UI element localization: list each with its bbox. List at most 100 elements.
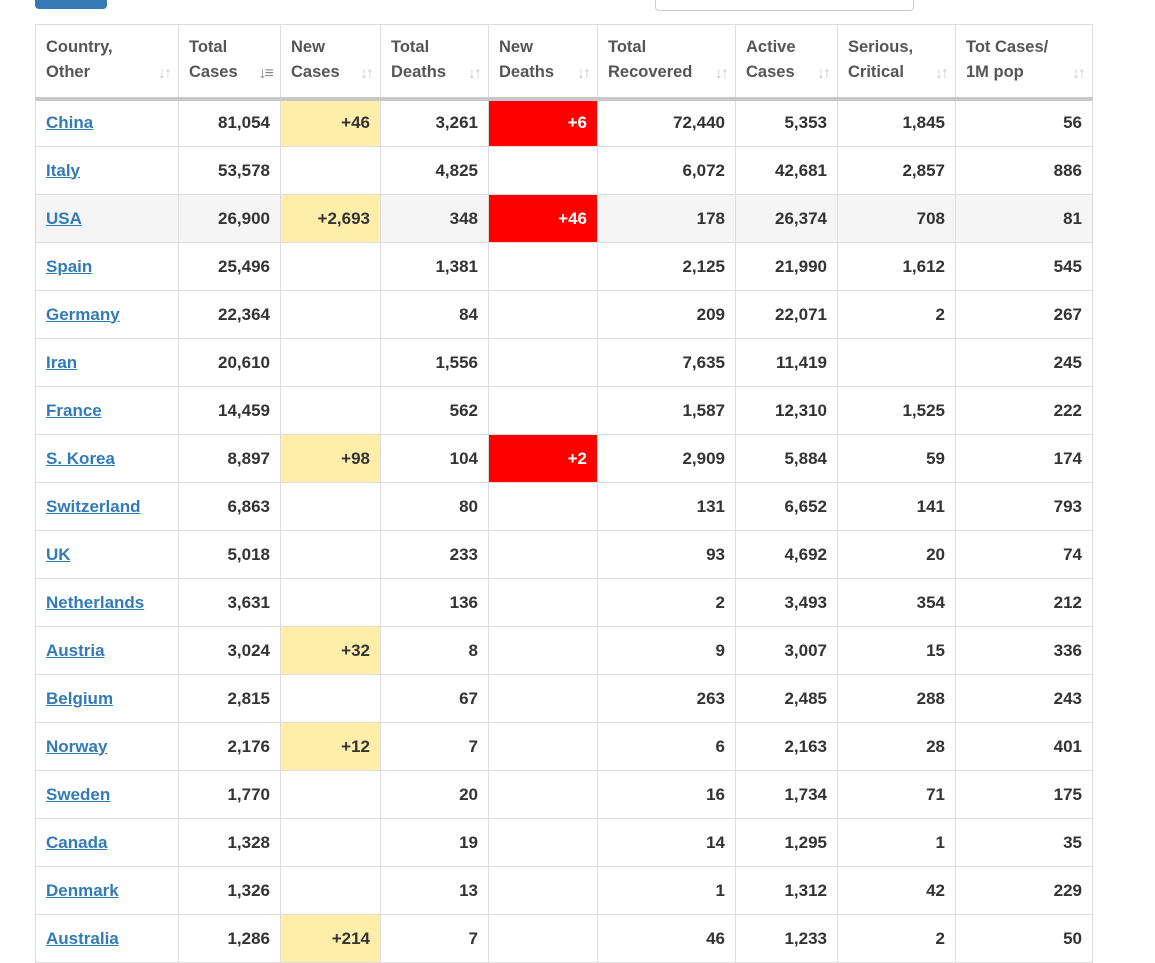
country-link[interactable]: Italy: [46, 160, 81, 180]
column-header-country-other[interactable]: Country, Other ↓↑: [35, 24, 179, 101]
country-link[interactable]: Spain: [46, 256, 93, 276]
column-header-total-deaths[interactable]: Total Deaths ↓↑: [380, 24, 489, 101]
total-recovered-cell: 9: [597, 626, 736, 675]
country-link[interactable]: Germany: [46, 304, 120, 324]
active-cases-cell: 22,071: [735, 290, 838, 339]
active-cases-cell: 1,734: [735, 770, 838, 819]
new-deaths-cell: [488, 146, 598, 195]
total-recovered-cell: 2,909: [597, 434, 736, 483]
column-header-total-cases[interactable]: Total Cases ↓≡: [178, 24, 281, 101]
country-link[interactable]: S. Korea: [46, 448, 115, 468]
per-million-cell: 336: [955, 626, 1093, 675]
total-cases-cell: 20,610: [178, 338, 281, 387]
sort-arrows-icon[interactable]: ↓↑: [360, 65, 374, 82]
serious-critical-cell: 1: [837, 818, 956, 867]
total-cases-cell: 26,900: [178, 194, 281, 243]
sort-arrows-icon[interactable]: ↓↑: [817, 65, 831, 82]
new-cases-cell: +32: [280, 626, 381, 675]
table-row: France 14,459 562 1,587 12,310 1,525 222: [35, 386, 1093, 435]
country-link[interactable]: Belgium: [46, 688, 114, 708]
column-header-active-cases[interactable]: Active Cases ↓↑: [735, 24, 838, 101]
column-header-line2: 1M pop: [966, 63, 1024, 81]
table-row: Germany 22,364 84 209 22,071 2 267: [35, 290, 1093, 339]
table-row: Australia 1,286 +214 7 46 1,233 2 50: [35, 914, 1093, 963]
new-cases-cell: [280, 578, 381, 627]
country-link[interactable]: China: [46, 113, 94, 133]
country-cell: Netherlands: [35, 578, 179, 627]
per-million-cell: 174: [955, 434, 1093, 483]
per-million-cell: 267: [955, 290, 1093, 339]
total-recovered-cell: 209: [597, 290, 736, 339]
country-cell: Denmark: [35, 866, 179, 915]
column-header-new-cases[interactable]: New Cases ↓↑: [280, 24, 381, 101]
country-link[interactable]: Norway: [46, 736, 108, 756]
table-row: Austria 3,024 +32 8 9 3,007 15 336: [35, 626, 1093, 675]
column-header-total-recovered[interactable]: Total Recovered ↓↑: [597, 24, 736, 101]
country-cell: Austria: [35, 626, 179, 675]
total-deaths-cell: 104: [380, 434, 489, 483]
country-stats-table: Country, Other ↓↑ Total Cases ↓≡ New Cases ↓↑ Tot…: [35, 24, 1093, 963]
column-header-line1: Active: [746, 38, 796, 56]
country-link[interactable]: Sweden: [46, 784, 111, 804]
active-cases-cell: 1,312: [735, 866, 838, 915]
serious-critical-cell: 141: [837, 482, 956, 531]
total-recovered-cell: 2: [597, 578, 736, 627]
serious-critical-cell: 1,612: [837, 242, 956, 291]
new-deaths-cell: [488, 290, 598, 339]
sort-arrows-icon[interactable]: ↓↑: [935, 65, 949, 82]
total-deaths-cell: 136: [380, 578, 489, 627]
total-recovered-cell: 16: [597, 770, 736, 819]
new-deaths-cell: [488, 818, 598, 867]
country-link[interactable]: Switzerland: [46, 496, 141, 516]
table-row: Sweden 1,770 20 16 1,734 71 175: [35, 770, 1093, 819]
new-deaths-cell: +6: [488, 98, 598, 147]
per-million-cell: 222: [955, 386, 1093, 435]
new-cases-cell: +46: [280, 98, 381, 147]
column-header-line1: Country,: [46, 38, 113, 56]
sort-arrows-icon[interactable]: ↓↑: [158, 65, 172, 82]
country-cell: Canada: [35, 818, 179, 867]
serious-critical-cell: 59: [837, 434, 956, 483]
total-cases-cell: 3,631: [178, 578, 281, 627]
sort-arrows-icon[interactable]: ↓↑: [1072, 65, 1086, 82]
new-deaths-cell: [488, 626, 598, 675]
sort-arrows-icon[interactable]: ↓↑: [715, 65, 729, 82]
active-cases-cell: 3,007: [735, 626, 838, 675]
total-cases-cell: 1,286: [178, 914, 281, 963]
country-link[interactable]: Canada: [46, 832, 108, 852]
new-cases-cell: +12: [280, 722, 381, 771]
per-million-cell: 35: [955, 818, 1093, 867]
country-link[interactable]: Australia: [46, 928, 119, 948]
active-cases-cell: 12,310: [735, 386, 838, 435]
header-row: Country, Other ↓↑ Total Cases ↓≡ New Cases ↓↑ Tot…: [35, 24, 1093, 101]
country-link[interactable]: UK: [46, 544, 71, 564]
country-link[interactable]: Netherlands: [46, 592, 145, 612]
top-tab-button[interactable]: [35, 0, 107, 9]
column-header-serious-critical[interactable]: Serious, Critical ↓↑: [837, 24, 956, 101]
column-header-tot-cases-per-1m[interactable]: Tot Cases/1M pop ↓↑: [955, 24, 1093, 101]
sort-arrows-icon[interactable]: ↓↑: [577, 65, 591, 82]
country-link[interactable]: Denmark: [46, 880, 119, 900]
per-million-cell: 229: [955, 866, 1093, 915]
new-cases-cell: +98: [280, 434, 381, 483]
country-link[interactable]: Austria: [46, 640, 105, 660]
new-cases-cell: +214: [280, 914, 381, 963]
country-link[interactable]: Iran: [46, 352, 78, 372]
sort-arrows-icon[interactable]: ↓↑: [468, 65, 482, 82]
sort-arrows-icon[interactable]: ↓≡: [258, 65, 274, 82]
serious-critical-cell: 288: [837, 674, 956, 723]
serious-critical-cell: 15: [837, 626, 956, 675]
country-link[interactable]: France: [46, 400, 102, 420]
country-link[interactable]: USA: [46, 208, 82, 228]
column-header-new-deaths[interactable]: New Deaths ↓↑: [488, 24, 598, 101]
new-deaths-cell: +46: [488, 194, 598, 243]
new-deaths-cell: [488, 770, 598, 819]
serious-critical-cell: 71: [837, 770, 956, 819]
column-header-line2: Cases: [189, 63, 238, 81]
country-cell: UK: [35, 530, 179, 579]
column-header-line2: Cases: [291, 63, 340, 81]
total-cases-cell: 3,024: [178, 626, 281, 675]
search-input[interactable]: [655, 0, 914, 11]
active-cases-cell: 2,485: [735, 674, 838, 723]
table-row: Norway 2,176 +12 7 6 2,163 28 401: [35, 722, 1093, 771]
